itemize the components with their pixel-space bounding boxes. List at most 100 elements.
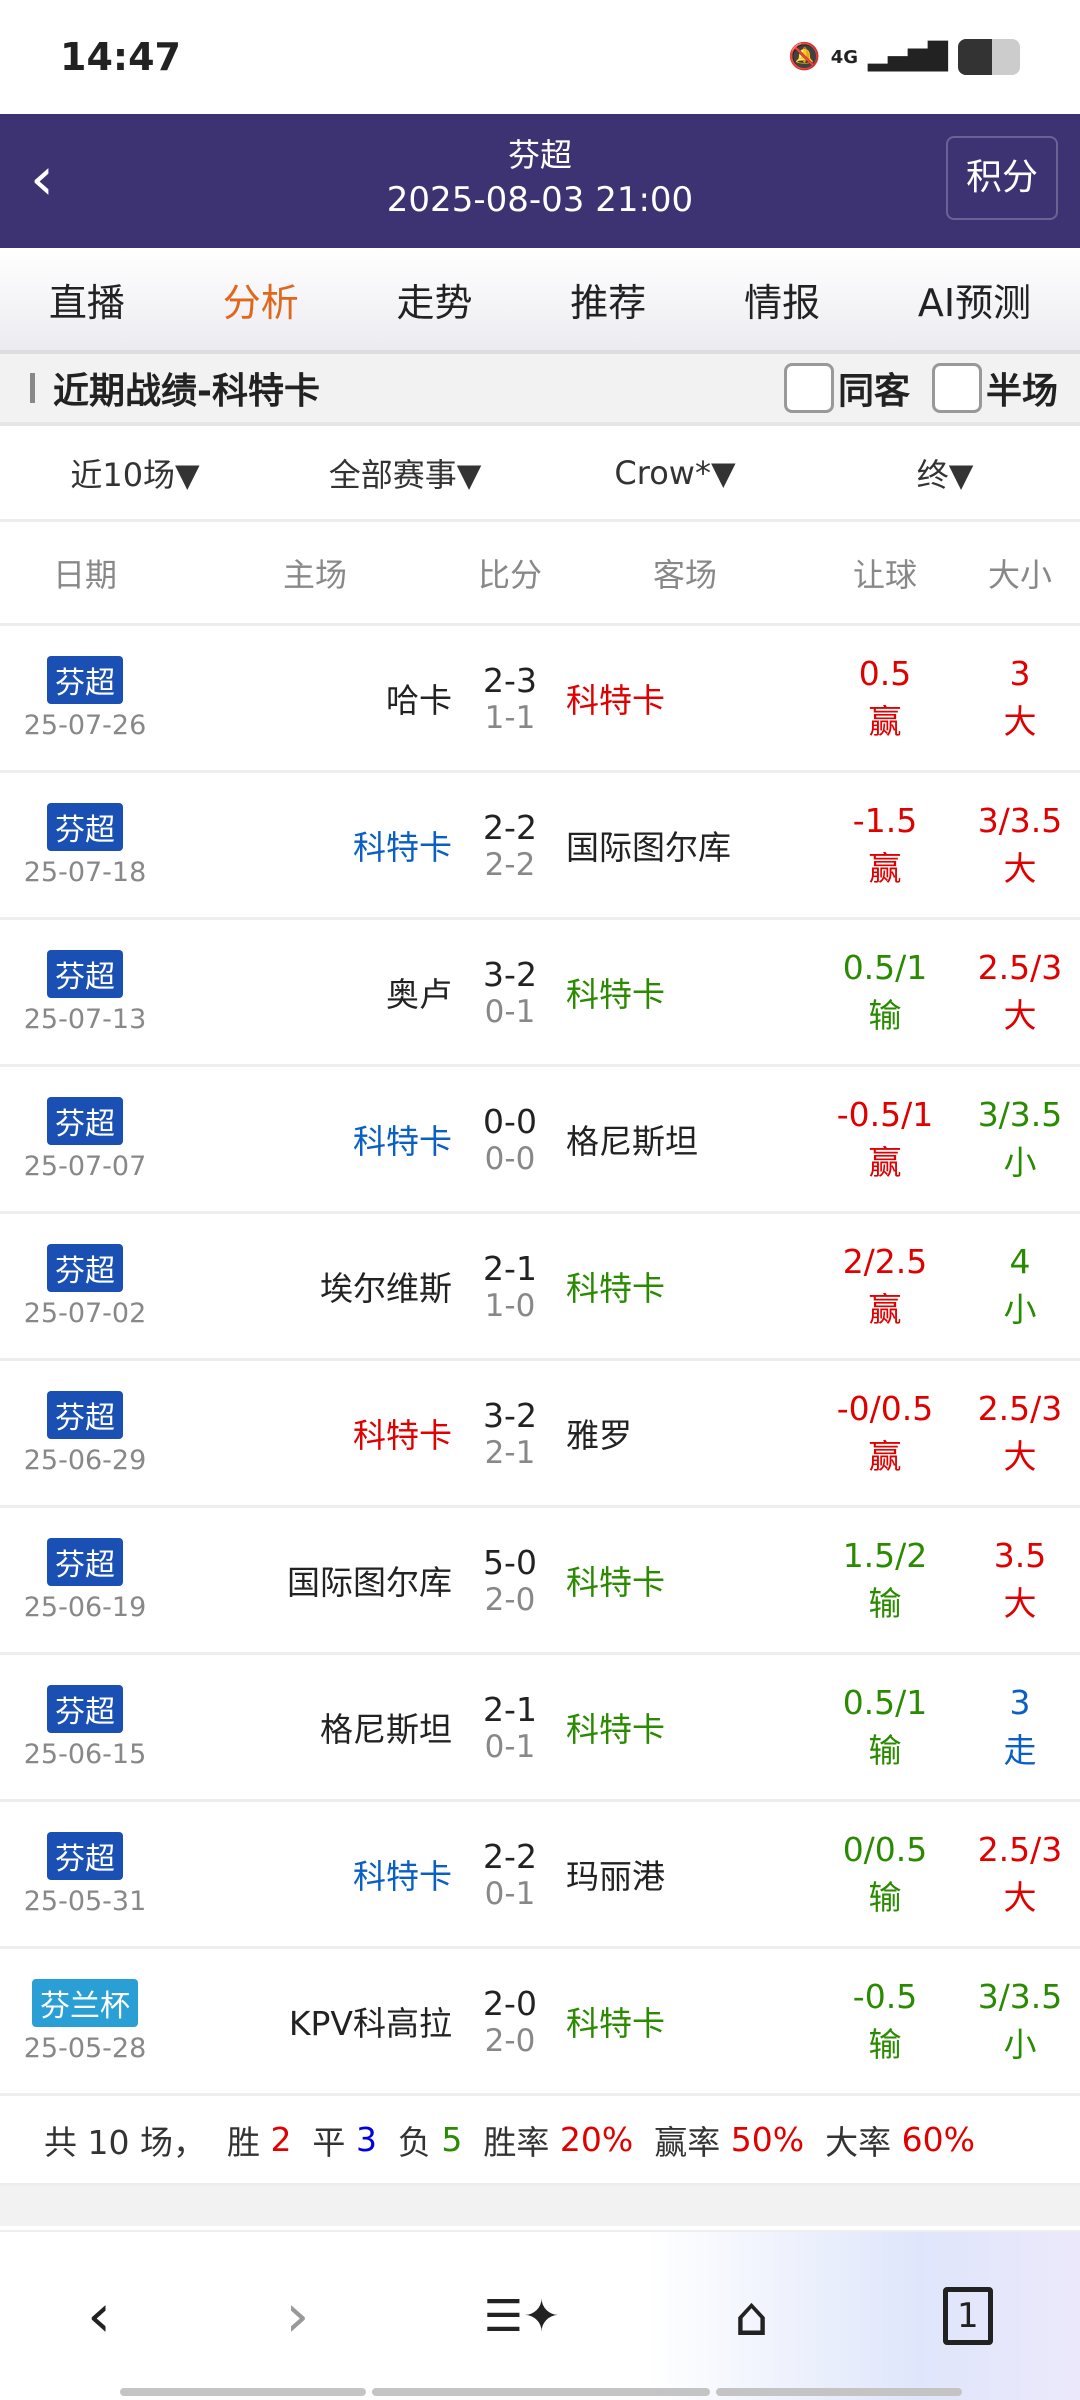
away-team[interactable]: 科特卡	[566, 975, 665, 1014]
summary-part: 20%	[559, 2120, 634, 2159]
league-badge: 芬超	[47, 1243, 123, 1292]
same-away-checkbox[interactable]: 同客	[783, 362, 910, 414]
match-row[interactable]: 芬超 25-06-19 国际图尔库 5-0 2-0 科特卡 1.5/2 输 3.5 大	[0, 1508, 1080, 1655]
forward-nav-icon[interactable]: ›	[285, 2281, 310, 2351]
half-time-score: 0-1	[484, 993, 536, 1030]
ai-assistant-icon[interactable]: ☰✦	[483, 2290, 561, 2342]
summary-part: 平	[291, 2122, 356, 2162]
status-bar: 14:47 🔕 4G ▂▄▆█	[0, 0, 1080, 114]
gesture-bar	[372, 2388, 710, 2396]
home-team[interactable]: KPV科高拉	[288, 2004, 452, 2043]
half-time-score: 0-1	[484, 1728, 536, 1765]
gesture-bar	[716, 2388, 962, 2396]
tab-recommend[interactable]: 推荐	[570, 280, 647, 325]
half-time-checkbox[interactable]: 半场	[931, 362, 1058, 414]
tab-live[interactable]: 直播	[48, 280, 125, 325]
over-under-cell: 2.5/3 大	[960, 1385, 1080, 1481]
filter-odds-stage[interactable]: 终▼	[916, 455, 974, 494]
summary-part: 2	[270, 2120, 292, 2159]
away-team[interactable]: 科特卡	[566, 1710, 665, 1749]
match-row[interactable]: 芬超 25-07-07 科特卡 0-0 0-0 格尼斯坦 -0.5/1 赢 3/3.…	[0, 1067, 1080, 1214]
ou-result: 大	[1003, 996, 1037, 1035]
col-over-under: 大小	[987, 555, 1052, 594]
summary-part: 共 10 场， 胜	[44, 2122, 271, 2162]
ou-result: 大	[1003, 1584, 1037, 1623]
match-row[interactable]: 芬超 25-06-29 科特卡 3-2 2-1 雅罗 -0/0.5 赢 2.5/3 大	[0, 1361, 1080, 1508]
away-team[interactable]: 雅罗	[566, 1416, 632, 1455]
ou-line: 3/3.5	[977, 1095, 1063, 1135]
away-team[interactable]: 科特卡	[566, 2004, 665, 2043]
match-row[interactable]: 芬超 25-07-13 奥卢 3-2 0-1 科特卡 0.5/1 输 2.5/3 大	[0, 920, 1080, 1067]
tab-trend[interactable]: 走势	[396, 280, 473, 325]
home-team[interactable]: 奥卢	[386, 975, 452, 1014]
tab-analysis[interactable]: 分析	[222, 280, 299, 325]
standings-button[interactable]: 积分	[946, 136, 1058, 220]
back-nav-icon[interactable]: ‹	[87, 2281, 112, 2351]
away-team[interactable]: 科特卡	[566, 681, 665, 720]
home-team[interactable]: 格尼斯坦	[320, 1710, 452, 1749]
tab-intel[interactable]: 情报	[744, 280, 821, 325]
away-team[interactable]: 科特卡	[566, 1563, 665, 1602]
match-row[interactable]: 芬超 25-07-18 科特卡 2-2 2-2 国际图尔库 -1.5 赢 3/3.5…	[0, 773, 1080, 920]
over-under-cell: 2.5/3 大	[960, 1826, 1080, 1922]
tab-bar: 直播 分析 走势 推荐 情报 AI预测	[0, 248, 1080, 354]
home-team[interactable]: 哈卡	[386, 681, 452, 720]
handicap-result: 赢	[868, 849, 902, 888]
league-badge: 芬超	[47, 655, 123, 704]
home-team[interactable]: 科特卡	[353, 828, 452, 867]
home-team[interactable]: 科特卡	[353, 1857, 452, 1896]
gesture-bar	[120, 2388, 366, 2396]
handicap-cell: 0.5/1 输	[810, 944, 960, 1040]
back-icon[interactable]: ‹	[30, 144, 54, 214]
full-time-score: 3-2	[483, 1395, 537, 1435]
home-team[interactable]: 埃尔维斯	[320, 1269, 452, 1308]
filter-bookmaker[interactable]: Crow*▼	[614, 453, 736, 492]
match-row[interactable]: 芬超 25-05-31 科特卡 2-2 0-1 玛丽港 0/0.5 输 2.5/3 大	[0, 1802, 1080, 1949]
handicap-line: 0.5	[858, 654, 912, 694]
away-team[interactable]: 科特卡	[566, 1269, 665, 1308]
date-cell: 芬超 25-06-29	[0, 1390, 170, 1476]
handicap-result: 输	[868, 996, 902, 1035]
score-cell: 2-1 0-1	[460, 1690, 560, 1765]
away-team[interactable]: 玛丽港	[566, 1857, 665, 1896]
score-cell: 3-2 0-1	[460, 955, 560, 1030]
league-badge: 芬超	[47, 949, 123, 998]
checkbox-icon[interactable]	[931, 363, 982, 413]
handicap-line: -0.5/1	[836, 1095, 934, 1135]
half-time-score: 2-0	[484, 2022, 536, 2059]
over-under-cell: 3.5 大	[960, 1532, 1080, 1628]
ou-line: 3/3.5	[977, 1977, 1063, 2017]
date-cell: 芬超 25-07-26	[0, 655, 170, 741]
handicap-line: 0.5/1	[842, 948, 928, 988]
summary-part: 60%	[901, 2120, 975, 2159]
league-badge: 芬超	[47, 1096, 123, 1145]
score-cell: 2-0 2-0	[460, 1984, 560, 2059]
match-row[interactable]: 芬兰杯 25-05-28 KPV科高拉 2-0 2-0 科特卡 -0.5 输 3/3…	[0, 1949, 1080, 2096]
home-team[interactable]: 科特卡	[353, 1416, 452, 1455]
handicap-result: 赢	[868, 1143, 902, 1182]
date-cell: 芬超 25-05-31	[0, 1831, 170, 1917]
date-cell: 芬超 25-07-13	[0, 949, 170, 1035]
home-team[interactable]: 国际图尔库	[287, 1563, 452, 1602]
tabs-count-button[interactable]: 1	[942, 2287, 993, 2345]
league-badge: 芬超	[47, 802, 123, 851]
ou-line: 4	[1009, 1242, 1031, 1282]
filter-competition[interactable]: 全部赛事▼	[328, 455, 482, 494]
match-date: 25-07-07	[23, 1150, 147, 1182]
home-team[interactable]: 科特卡	[353, 1122, 452, 1161]
handicap-result: 输	[868, 1878, 902, 1917]
match-date: 25-07-13	[23, 1003, 147, 1035]
home-icon[interactable]: ⌂	[734, 2284, 769, 2348]
half-time-score: 1-1	[484, 699, 536, 736]
filter-recent-count[interactable]: 近10场▼	[70, 455, 200, 494]
next-section-partial	[0, 2186, 1080, 2226]
away-team[interactable]: 格尼斯坦	[566, 1122, 698, 1161]
away-team[interactable]: 国际图尔库	[566, 828, 731, 867]
checkbox-icon[interactable]	[783, 363, 834, 413]
tab-ai-predict[interactable]: AI预测	[917, 280, 1032, 325]
col-handicap: 让球	[852, 555, 917, 594]
